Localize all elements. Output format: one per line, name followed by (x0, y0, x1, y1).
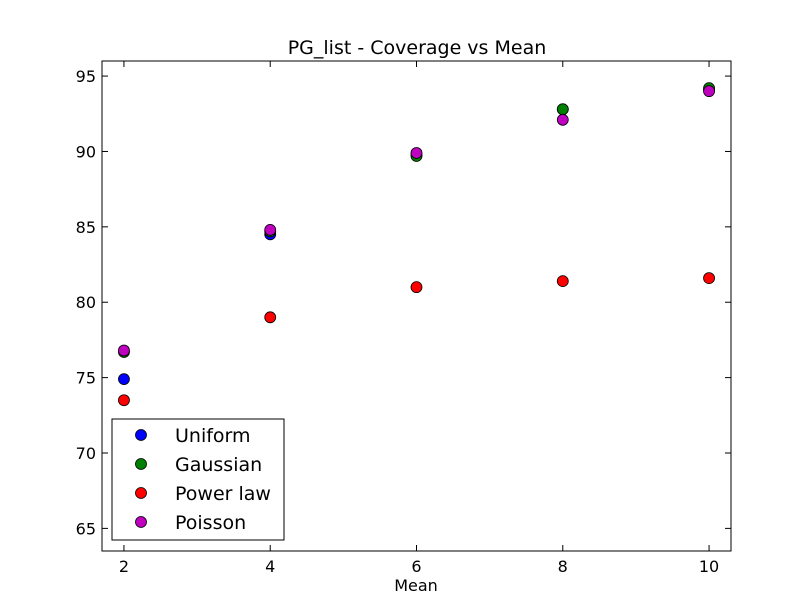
data-point (118, 344, 130, 357)
axis-tick-labels: 2 4 6 8 10 65 70 75 80 85 90 95 (76, 67, 720, 576)
data-point (410, 147, 423, 159)
legend-marker (135, 458, 147, 470)
y-tick-label: 70 (76, 444, 96, 463)
data-point (703, 85, 715, 98)
legend-marker (135, 516, 147, 528)
x-tick-label: 10 (699, 557, 719, 576)
series-power-law (118, 272, 715, 407)
data-point (556, 103, 569, 116)
x-tick-label: 8 (558, 557, 568, 576)
data-point (264, 311, 277, 324)
x-axis-label: Mean (394, 576, 438, 595)
x-tick-label: 4 (265, 557, 275, 576)
plot-area: 2 4 6 8 10 65 70 75 80 85 90 95 (76, 60, 732, 576)
x-tick-label: 6 (411, 557, 421, 576)
legend-label: Uniform (175, 425, 251, 447)
y-tick-label: 85 (76, 218, 96, 237)
legend: Uniform Gaussian Power law Poisson (111, 418, 285, 541)
y-tick-label: 65 (76, 519, 96, 538)
y-tick-label: 90 (76, 142, 96, 161)
legend-label: Power law (175, 483, 271, 505)
y-tick-label: 75 (76, 369, 96, 388)
chart-title: PG_list - Coverage vs Mean (288, 37, 547, 59)
series-poisson (118, 85, 715, 357)
legend-entries: Uniform Gaussian Power law Poisson (135, 425, 271, 534)
data-point (556, 275, 569, 288)
data-point (264, 223, 277, 236)
legend-marker (135, 487, 147, 499)
data-point (118, 373, 130, 386)
data-point (556, 113, 569, 126)
legend-label: Poisson (175, 512, 246, 534)
data-point (703, 272, 715, 285)
axis-ticks (102, 61, 731, 551)
legend-label: Gaussian (175, 454, 262, 476)
x-tick-label: 2 (119, 557, 129, 576)
data-point (118, 394, 130, 407)
legend-marker (135, 429, 147, 441)
data-point (410, 281, 423, 294)
y-tick-label: 95 (76, 67, 96, 86)
y-tick-label: 80 (76, 293, 96, 312)
data-points (118, 82, 715, 407)
